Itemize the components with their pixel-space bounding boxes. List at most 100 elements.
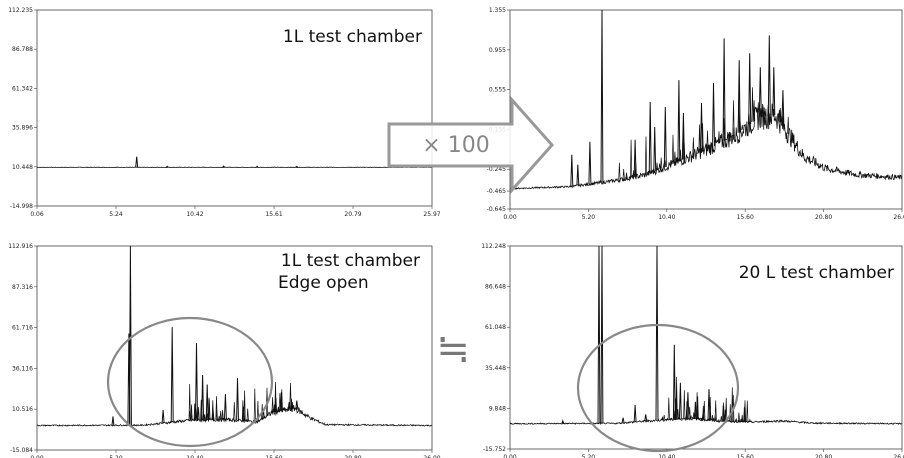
x-tick-label: 0.00 [503,214,517,221]
minor-peak [673,151,676,164]
minor-peak [280,389,283,411]
panel-bottom-left: 112.916 87.316 61.716 36.116 10.516 -15.0840.… [8,243,441,458]
minor-peak [694,412,697,419]
x-tick-label: 20.80 [815,454,832,458]
peak [255,165,259,168]
peak [644,414,648,422]
minor-peak [215,409,218,420]
minor-peak [676,409,679,420]
minor-peak [622,168,625,180]
y-tick-label: 61.342 [12,85,33,92]
peak [633,404,637,422]
minor-peak [194,403,197,421]
minor-peak [649,170,652,174]
minor-peak [233,402,236,421]
minor-peak [692,412,695,419]
minor-peak [188,383,191,421]
minor-peak [219,410,222,420]
minor-peak [741,124,744,131]
peak [722,38,726,141]
minor-peak [632,170,635,178]
y-tick-label: -0.245 [487,166,507,173]
signal-trace [37,166,433,169]
minor-peak [197,406,200,421]
minor-peak [698,124,701,153]
minor-peak [787,116,790,134]
minor-peak [763,111,766,117]
peak [655,245,659,421]
minor-peak [274,397,278,412]
magnify-label: × 100 [422,133,489,158]
peak [748,53,752,125]
minor-peak [746,400,749,423]
minor-peak [748,418,751,423]
y-tick-label: 112.235 [8,7,33,14]
minor-peak [714,400,717,421]
y-tick-label: 35.448 [485,365,506,372]
minor-peak [652,167,655,172]
y-tick-label: 61.048 [485,324,506,331]
minor-peak [243,390,246,422]
peak [600,245,604,424]
minor-peak [714,415,717,421]
x-tick-label: 10.40 [658,214,675,221]
chart-title: 20 L test chamber [739,263,894,283]
panel-top-left: 112.235 86.788 61.342 35.896 10.448 -14.9980.… [8,7,441,218]
minor-peak [246,408,249,422]
x-tick-label: 5.20 [582,214,596,221]
panel-top-right: 1.3550.9550.5550.155-0.245-0.465-0.6450.… [487,7,904,221]
minor-peak [670,418,673,420]
minor-peak [278,393,281,412]
peak [222,165,225,168]
minor-peak [289,382,292,410]
peak [170,327,174,423]
minor-peak [722,405,725,422]
minor-peak [696,392,699,420]
peak [195,343,198,421]
y-tick-label: -0.645 [487,206,507,213]
y-tick-label: 112.248 [481,243,506,250]
peak [672,344,676,420]
minor-peak [706,130,709,150]
peak [653,126,657,172]
minor-peak [731,134,734,137]
minor-peak [729,135,732,138]
minor-peak [673,410,676,420]
minor-peak [618,162,621,180]
y-tick-label: -14.998 [10,203,33,210]
peak [236,378,239,421]
peak [600,9,604,183]
peak [561,419,565,424]
minor-peak [683,142,686,160]
chart-title: 1L test chamber [281,251,420,271]
y-tick-label: 0.955 [489,47,506,54]
minor-peak [211,400,214,420]
minor-peak [260,418,262,420]
minor-peak [206,413,209,421]
minor-peak [291,401,294,409]
chart-title: 1L test chamber [283,27,422,47]
peak [677,80,681,162]
minor-peak [634,162,637,177]
y-tick-label: -15.084 [10,447,33,454]
minor-peak [717,131,721,144]
minor-peak [271,397,274,413]
minor-peak [767,106,770,116]
minor-peak [207,397,211,421]
x-tick-label: 0.00 [503,454,517,458]
minor-peak [661,415,664,421]
y-tick-label: -15.752 [483,446,506,453]
minor-peak [218,415,221,420]
minor-peak [195,408,199,421]
signal-trace [509,416,903,425]
x-tick-label: 15.61 [265,211,282,218]
x-tick-label: 25.97 [423,211,440,218]
minor-peak [722,402,725,422]
peak [772,67,776,116]
minor-peak [628,176,631,179]
minor-peak [678,156,681,162]
minor-peak [658,163,661,170]
x-tick-label: 10.40 [658,454,675,458]
plot-frame [36,245,433,451]
x-tick-label: 15.60 [737,214,754,221]
